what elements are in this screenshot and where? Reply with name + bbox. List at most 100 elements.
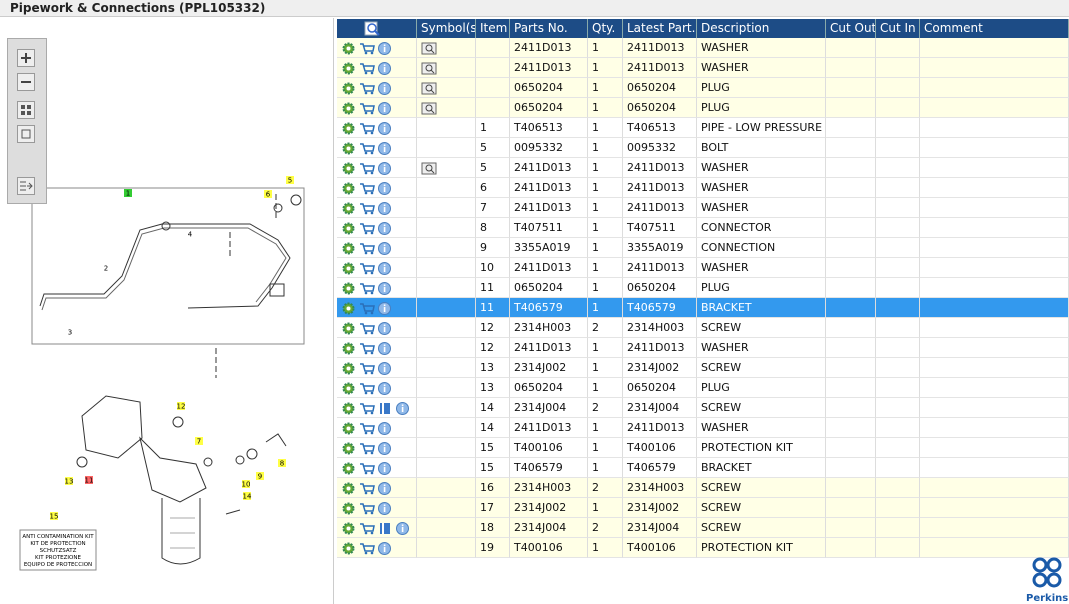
cell bbox=[920, 378, 1069, 398]
callout-box bbox=[243, 492, 251, 500]
cell bbox=[417, 238, 476, 258]
table-row[interactable]: 6 2411D013 1 2411D013 WASHER bbox=[337, 178, 1069, 198]
parts-no-cell: 2314J002 bbox=[510, 498, 588, 518]
latest-cell: 2314J004 bbox=[623, 398, 697, 418]
zoom-out-button[interactable] bbox=[17, 73, 35, 91]
latest-cell: 0650204 bbox=[623, 378, 697, 398]
column-header: Comment bbox=[920, 19, 1069, 38]
table-row[interactable]: 7 2411D013 1 2411D013 WASHER bbox=[337, 198, 1069, 218]
qty-cell: 1 bbox=[588, 458, 623, 478]
table-row[interactable]: 12 2411D013 1 2411D013 WASHER bbox=[337, 338, 1069, 358]
parts-no-cell: 0095332 bbox=[510, 138, 588, 158]
cell bbox=[920, 278, 1069, 298]
item-cell bbox=[476, 58, 510, 78]
cell bbox=[920, 478, 1069, 498]
qty-cell: 1 bbox=[588, 78, 623, 98]
zoom-in-button[interactable] bbox=[17, 49, 35, 67]
item-cell: 8 bbox=[476, 218, 510, 238]
description-cell: BOLT bbox=[697, 138, 826, 158]
qty-cell: 2 bbox=[588, 478, 623, 498]
cell bbox=[417, 458, 476, 478]
callout: 2 bbox=[104, 265, 108, 273]
cell bbox=[920, 458, 1069, 478]
parts-no-cell: 2411D013 bbox=[510, 198, 588, 218]
table-row[interactable]: 13 0650204 1 0650204 PLUG bbox=[337, 378, 1069, 398]
cell bbox=[876, 378, 920, 398]
cell bbox=[417, 278, 476, 298]
table-row[interactable]: 19 T400106 1 T400106 PROTECTION KIT bbox=[337, 538, 1069, 558]
qty-cell: 1 bbox=[588, 358, 623, 378]
table-row[interactable]: 0650204 1 0650204 PLUG bbox=[337, 98, 1069, 118]
table-row[interactable]: 11 0650204 1 0650204 PLUG bbox=[337, 278, 1069, 298]
description-cell: PIPE - LOW PRESSURE FU bbox=[697, 118, 826, 138]
cell bbox=[826, 458, 876, 478]
description-cell: PROTECTION KIT bbox=[697, 438, 826, 458]
table-row[interactable]: 15 T400106 1 T400106 PROTECTION KIT bbox=[337, 438, 1069, 458]
parts-no-cell: 2411D013 bbox=[510, 178, 588, 198]
parts-no-cell: 2411D013 bbox=[510, 38, 588, 58]
table-row[interactable]: 12 2314H003 2 2314H003 SCREW bbox=[337, 318, 1069, 338]
row-actions bbox=[337, 478, 417, 498]
cell bbox=[920, 38, 1069, 58]
description-cell: BRACKET bbox=[697, 298, 826, 318]
table-row[interactable]: 9 3355A019 1 3355A019 CONNECTION bbox=[337, 238, 1069, 258]
parts-no-cell: 2411D013 bbox=[510, 338, 588, 358]
cell bbox=[417, 78, 476, 98]
table-row[interactable]: 2411D013 1 2411D013 WASHER bbox=[337, 38, 1069, 58]
callout: 4 bbox=[188, 231, 193, 239]
cell bbox=[826, 538, 876, 558]
table-row[interactable]: 13 2314J002 1 2314J002 SCREW bbox=[337, 358, 1069, 378]
qty-cell: 1 bbox=[588, 538, 623, 558]
latest-cell: 2411D013 bbox=[623, 58, 697, 78]
split-button[interactable] bbox=[17, 177, 35, 195]
latest-cell: 2411D013 bbox=[623, 338, 697, 358]
parts-no-cell: T406579 bbox=[510, 458, 588, 478]
cell bbox=[826, 158, 876, 178]
parts-no-cell: 0650204 bbox=[510, 278, 588, 298]
callout: 1 bbox=[126, 190, 130, 198]
table-row[interactable]: 18 2314J004 2 2314J004 SCREW bbox=[337, 518, 1069, 538]
callout-box bbox=[50, 512, 58, 520]
cell bbox=[920, 78, 1069, 98]
table-row[interactable]: 14 2411D013 1 2411D013 WASHER bbox=[337, 418, 1069, 438]
kit-label: ANTI CONTAMINATION KIT bbox=[22, 534, 94, 540]
table-row[interactable]: 14 2314J004 2 2314J004 SCREW bbox=[337, 398, 1069, 418]
table-row[interactable]: 16 2314H003 2 2314H003 SCREW bbox=[337, 478, 1069, 498]
description-cell: WASHER bbox=[697, 338, 826, 358]
parts-no-cell: 2314J004 bbox=[510, 518, 588, 538]
table-row[interactable]: 5 2411D013 1 2411D013 WASHER bbox=[337, 158, 1069, 178]
table-row[interactable]: 11 T406579 1 T406579 BRACKET bbox=[337, 298, 1069, 318]
cell bbox=[826, 498, 876, 518]
cell bbox=[417, 98, 476, 118]
row-actions bbox=[337, 278, 417, 298]
item-cell: 15 bbox=[476, 458, 510, 478]
fit-button[interactable] bbox=[17, 101, 35, 119]
qty-cell: 2 bbox=[588, 318, 623, 338]
search-header[interactable] bbox=[337, 19, 417, 38]
item-cell: 5 bbox=[476, 138, 510, 158]
cell bbox=[876, 358, 920, 378]
table-row[interactable]: 0650204 1 0650204 PLUG bbox=[337, 78, 1069, 98]
description-cell: WASHER bbox=[697, 58, 826, 78]
column-header: Qty. bbox=[588, 19, 623, 38]
table-row[interactable]: 15 T406579 1 T406579 BRACKET bbox=[337, 458, 1069, 478]
table-row[interactable]: 8 T407511 1 T407511 CONNECTOR bbox=[337, 218, 1069, 238]
actual-size-button[interactable] bbox=[17, 125, 35, 143]
cell bbox=[826, 118, 876, 138]
table-row[interactable]: 10 2411D013 1 2411D013 WASHER bbox=[337, 258, 1069, 278]
kit-label: KIT DE PROTECTION bbox=[30, 541, 85, 547]
table-row[interactable]: 17 2314J002 1 2314J002 SCREW bbox=[337, 498, 1069, 518]
cell bbox=[417, 318, 476, 338]
description-cell: WASHER bbox=[697, 38, 826, 58]
table-row[interactable]: 5 0095332 1 0095332 BOLT bbox=[337, 138, 1069, 158]
cell bbox=[417, 198, 476, 218]
row-actions bbox=[337, 218, 417, 238]
row-actions bbox=[337, 238, 417, 258]
latest-cell: 2411D013 bbox=[623, 418, 697, 438]
description-cell: SCREW bbox=[697, 318, 826, 338]
cell bbox=[826, 438, 876, 458]
callout-box bbox=[65, 477, 73, 485]
table-row[interactable]: 2411D013 1 2411D013 WASHER bbox=[337, 58, 1069, 78]
